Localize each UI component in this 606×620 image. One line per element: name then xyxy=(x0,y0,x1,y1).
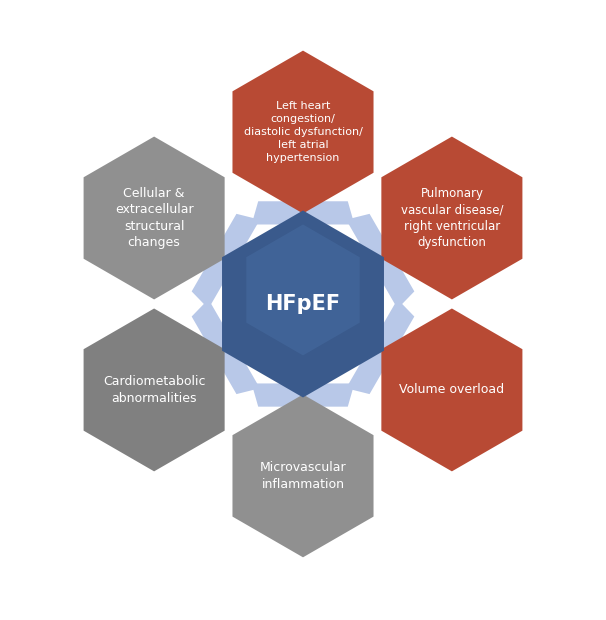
Polygon shape xyxy=(381,309,522,471)
Polygon shape xyxy=(251,202,355,224)
Polygon shape xyxy=(233,394,373,557)
Polygon shape xyxy=(191,214,260,309)
Polygon shape xyxy=(233,51,373,213)
Text: Volume overload: Volume overload xyxy=(399,383,504,396)
Text: Microvascular
inflammation: Microvascular inflammation xyxy=(260,461,346,490)
Polygon shape xyxy=(346,214,415,309)
Polygon shape xyxy=(381,136,522,299)
Polygon shape xyxy=(84,136,225,299)
Polygon shape xyxy=(346,299,415,394)
Polygon shape xyxy=(222,210,384,397)
Polygon shape xyxy=(251,383,355,407)
Text: Cardiometabolic
abnormalities: Cardiometabolic abnormalities xyxy=(103,375,205,405)
Text: Left heart
congestion/
diastolic dysfunction/
left atrial
hypertension: Left heart congestion/ diastolic dysfunc… xyxy=(244,102,362,162)
Polygon shape xyxy=(84,309,225,471)
Text: HFpEF: HFpEF xyxy=(265,294,341,314)
Text: Pulmonary
vascular disease/
right ventricular
dysfunction: Pulmonary vascular disease/ right ventri… xyxy=(401,187,503,249)
Polygon shape xyxy=(246,224,360,355)
Text: Cellular &
extracellular
structural
changes: Cellular & extracellular structural chan… xyxy=(115,187,193,249)
Polygon shape xyxy=(191,299,260,394)
